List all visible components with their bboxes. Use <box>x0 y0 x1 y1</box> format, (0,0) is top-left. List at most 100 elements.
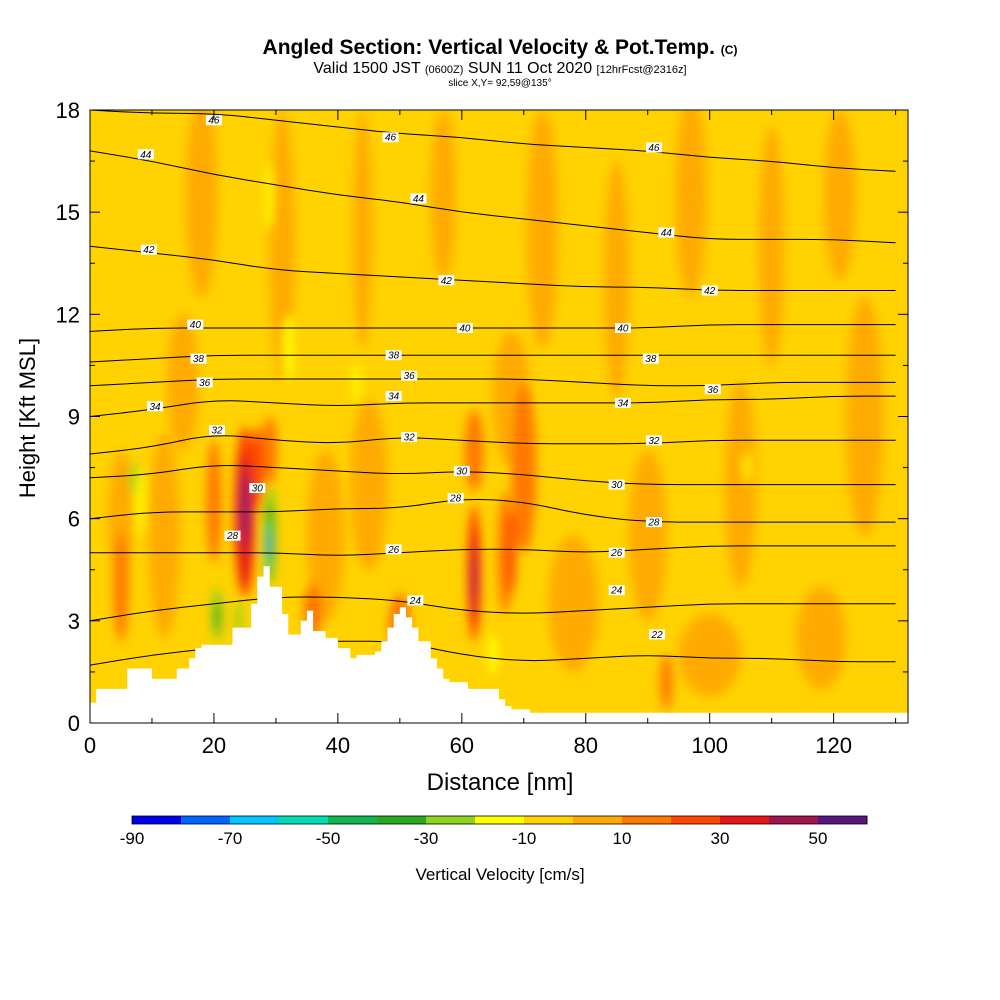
contour-label-text: 32 <box>404 432 416 443</box>
plot-area: 46 46 46 44 44 44 42 42 42 40 40 40 38 38 38 36 36 36 34 34… <box>90 110 908 723</box>
contour-label-bg <box>209 425 226 436</box>
vertical-velocity-field <box>108 110 884 710</box>
contour-label-bg <box>382 132 399 143</box>
contour-label: 24 <box>608 585 625 597</box>
contour-label-text: 30 <box>252 484 264 495</box>
contour-label: 46 <box>645 142 662 154</box>
contour-label-bg <box>147 401 164 412</box>
theta-contour-24 <box>90 596 896 622</box>
contour-label-text: 26 <box>387 545 400 556</box>
velocity-blob <box>629 450 667 621</box>
contour-label-text: 36 <box>199 378 211 389</box>
x-tick-label: 120 <box>815 733 852 758</box>
colorbar-swatch <box>426 816 476 824</box>
velocity-blob <box>759 127 785 366</box>
contour-label-bg <box>385 391 402 402</box>
colorbar-swatch <box>377 816 427 824</box>
contour-label-bg <box>453 465 470 476</box>
contour-label: 46 <box>205 115 222 127</box>
contour-label-text: 44 <box>140 150 152 161</box>
velocity-blob <box>267 532 270 560</box>
theta-contour-42 <box>90 245 896 291</box>
velocity-blob <box>113 532 129 642</box>
colorbar-frame <box>131 815 868 825</box>
contour-label-text: 22 <box>650 630 663 641</box>
velocity-blob <box>135 467 144 536</box>
contour-label: 26 <box>608 547 625 559</box>
colorbar-swatch <box>328 816 378 824</box>
contour-label-text: 32 <box>648 436 660 447</box>
contour-label: 32 <box>401 431 418 443</box>
velocity-blob <box>167 314 199 451</box>
velocity-blob <box>265 161 274 230</box>
contour-label: 44 <box>658 227 675 239</box>
contour-label-text: 46 <box>208 116 220 127</box>
velocity-blob <box>262 416 278 485</box>
velocity-blob <box>526 110 558 349</box>
chart-title-unit: (C) <box>720 43 738 57</box>
velocity-blob <box>306 450 345 621</box>
contour-label-text: 24 <box>409 596 422 607</box>
contour-label-bg <box>137 149 154 160</box>
colorbar-swatch <box>279 816 329 824</box>
contour-label-text: 30 <box>611 480 623 491</box>
velocity-blob <box>206 440 222 563</box>
colorbar-tick-label: 10 <box>613 829 632 848</box>
velocity-blob <box>283 314 294 383</box>
contour-label-bg <box>645 517 662 528</box>
contour-label-bg <box>658 227 675 238</box>
y-tick-label: 15 <box>56 200 80 225</box>
velocity-blob <box>846 297 884 536</box>
velocity-blob <box>148 433 180 638</box>
contour-label-text: 30 <box>456 466 468 477</box>
contour-label-bg <box>190 353 207 364</box>
contour-label: 40 <box>614 322 631 334</box>
colorbar-swatch <box>573 816 623 824</box>
contour-label-text: 32 <box>211 426 223 437</box>
colorbar-swatch <box>769 816 819 824</box>
contour-label-bg <box>401 431 418 442</box>
contour-label-text: 34 <box>150 402 162 413</box>
contour-label-text: 36 <box>707 385 719 396</box>
velocity-blob <box>464 409 484 492</box>
colorbar-tick-label: -30 <box>414 829 439 848</box>
contour-label-text: 28 <box>226 531 239 542</box>
contour-label: 42 <box>701 285 718 297</box>
colorbar-tick-label: 30 <box>711 829 730 848</box>
velocity-blob <box>824 110 856 281</box>
chart-slice-info: slice X,Y= 92,59@135° <box>448 78 552 89</box>
contour-labels: 46 46 46 44 44 44 42 42 42 40 40 40 38 38 38 36 36 36 34 34… <box>137 115 721 641</box>
contour-label: 22 <box>649 629 666 641</box>
y-tick-label: 18 <box>56 98 80 123</box>
contour-label-bg <box>385 350 402 361</box>
velocity-blob <box>548 535 599 672</box>
contour-label: 34 <box>385 391 402 403</box>
x-tick-label: 60 <box>450 733 474 758</box>
contour-label-bg <box>704 384 721 395</box>
contour-label: 38 <box>642 353 659 365</box>
contour-label-bg <box>608 479 625 490</box>
theta-contour-36 <box>90 378 896 387</box>
contour-label-text: 40 <box>617 323 629 334</box>
velocity-blob <box>214 602 220 633</box>
contour-label: 26 <box>385 544 402 556</box>
contour-label-bg <box>649 629 666 640</box>
theta-contour-26 <box>90 545 896 556</box>
contour-label-bg <box>410 193 427 204</box>
colorbar-swatch <box>181 816 231 824</box>
contour-label-bg <box>456 322 473 333</box>
contour-label: 40 <box>187 319 204 331</box>
theta-contour-34 <box>90 395 896 417</box>
theta-contour-38 <box>90 354 896 363</box>
contour-label-bg <box>614 322 631 333</box>
velocity-blob <box>350 399 388 570</box>
contour-label-bg <box>438 275 455 286</box>
x-axis: 0 20 40 60 80 100 120 <box>84 110 897 758</box>
contour-label-bg <box>614 397 631 408</box>
colorbar-tick-label: -50 <box>316 829 341 848</box>
theta-contour-44 <box>90 150 896 244</box>
contour-label-text: 42 <box>143 245 155 256</box>
contour-label: 32 <box>645 435 662 447</box>
contour-label: 34 <box>614 397 631 409</box>
